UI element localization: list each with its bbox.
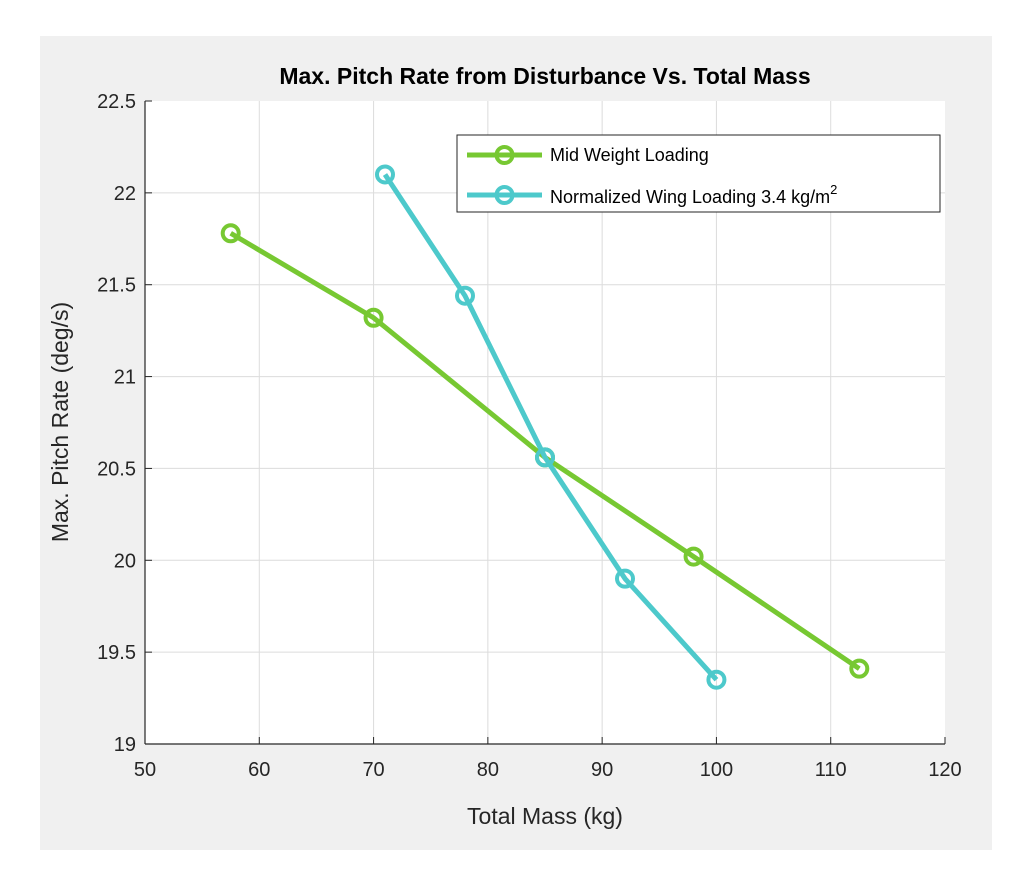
y-tick-label: 20 xyxy=(114,550,136,572)
legend-label-normalized-wing-text: Normalized Wing Loading 3.4 kg/m xyxy=(550,187,830,207)
y-tick-label: 19 xyxy=(114,734,136,756)
legend-marker-mid-weight xyxy=(494,145,515,165)
data-point xyxy=(535,447,555,468)
data-point xyxy=(683,546,704,567)
y-tick-label: 22.5 xyxy=(97,91,136,113)
y-tick-label: 22 xyxy=(114,183,136,205)
x-tick-label: 50 xyxy=(134,759,156,781)
y-tick-label: 19.5 xyxy=(97,642,136,664)
data-point xyxy=(455,285,475,306)
data-point xyxy=(375,164,395,185)
data-point xyxy=(363,307,384,328)
x-tick-label: 60 xyxy=(248,759,270,781)
data-point xyxy=(706,669,727,690)
y-tick-label: 21.5 xyxy=(97,275,136,297)
x-axis-title: Total Mass (kg) xyxy=(467,803,623,829)
series-layer xyxy=(220,164,870,690)
y-tick-label: 20.5 xyxy=(97,458,136,480)
x-tick-label: 70 xyxy=(362,759,384,781)
series-line xyxy=(382,173,719,682)
y-tick-label: 21 xyxy=(114,367,136,389)
figure: 50 60 70 80 90 100 110 120 19 19.5 20 20.5 21 21.5 22… xyxy=(40,36,992,850)
axes xyxy=(144,101,945,745)
chart: 50 60 70 80 90 100 110 120 1919.52020.52121.522… xyxy=(47,63,962,829)
legend-label-superscript: 2 xyxy=(830,182,837,197)
y-axis-title: Max. Pitch Rate (deg/s) xyxy=(47,302,73,542)
chart-title: Max. Pitch Rate from Disturbance Vs. Tot… xyxy=(279,63,810,89)
x-tick-label: 90 xyxy=(591,759,613,781)
series-1 xyxy=(375,164,727,690)
legend-label-normalized-wing: Normalized Wing Loading 3.4 kg/m2 xyxy=(550,182,837,207)
x-ticks: 50 60 70 80 90 100 110 120 xyxy=(134,737,962,781)
x-tick-label: 80 xyxy=(477,759,499,781)
data-point xyxy=(615,568,635,589)
legend: Mid Weight Loading Normalized Wing Loadi… xyxy=(456,134,941,213)
x-tick-label: 110 xyxy=(815,759,847,781)
x-tick-label: 100 xyxy=(700,759,733,781)
y-ticks: 19 19.5 20 20.5 21 21.5 22 22.5 xyxy=(97,91,152,756)
legend-box xyxy=(456,134,941,213)
data-point xyxy=(220,223,241,244)
legend-marker-normalized-wing xyxy=(494,185,515,205)
x-tick-label: 120 xyxy=(928,759,961,781)
legend-label-mid-weight: Mid Weight Loading xyxy=(550,145,709,165)
data-point xyxy=(849,658,870,679)
